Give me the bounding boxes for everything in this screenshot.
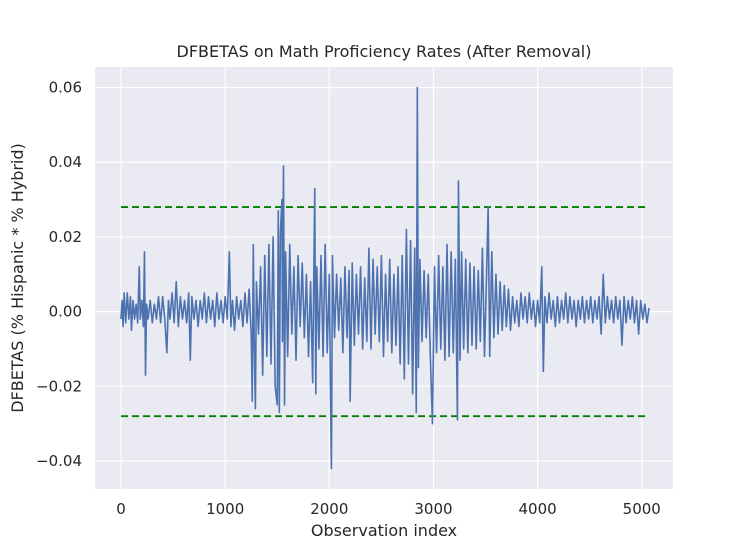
y-tick-label: 0.02 (49, 228, 82, 246)
x-tick-label: 4000 (519, 500, 557, 518)
y-tick-label: −0.02 (36, 377, 82, 395)
x-tick-label: 2000 (310, 500, 348, 518)
y-tick-label: 0.00 (49, 303, 82, 321)
plot-area (95, 67, 673, 489)
x-axis-title: Observation index (311, 521, 457, 540)
y-tick-label: 0.04 (49, 153, 82, 171)
x-tick-label: 3000 (414, 500, 452, 518)
y-axis-ticks: −0.04 −0.02 0.00 0.02 0.04 0.06 (36, 79, 82, 470)
x-tick-label: 5000 (623, 500, 661, 518)
x-tick-label: 0 (116, 500, 126, 518)
series-line (120, 86, 650, 470)
y-tick-label: 0.06 (49, 79, 82, 97)
x-tick-label: 1000 (206, 500, 244, 518)
x-axis-ticks: 0 1000 2000 3000 4000 5000 (116, 500, 661, 518)
series-layer (120, 86, 650, 470)
y-axis-title: DFBETAS (% Hispanic * % Hybrid) (8, 143, 27, 413)
chart-title: DFBETAS on Math Proficiency Rates (After… (177, 42, 592, 61)
y-tick-label: −0.04 (36, 452, 82, 470)
